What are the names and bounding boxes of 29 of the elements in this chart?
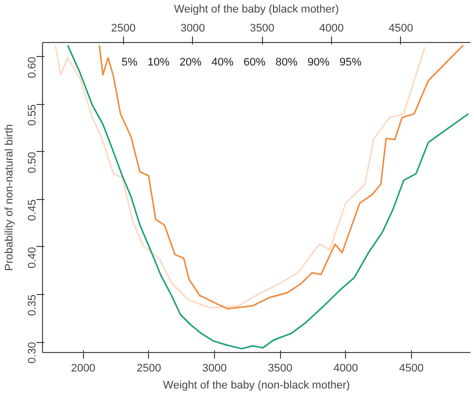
annotation: 10% — [148, 56, 170, 68]
x2-tick-label: 4500 — [388, 22, 414, 34]
annotation: 5% — [122, 56, 138, 68]
x-tick-label: 2000 — [70, 362, 96, 374]
y-tick-label: 0.45 — [26, 199, 38, 221]
y-tick-label: 0.60 — [26, 56, 38, 78]
x-tick-label: 4500 — [399, 362, 424, 374]
annotation: 40% — [212, 56, 234, 68]
y-axis-title: Probability of non-natural birth — [4, 124, 16, 271]
x2-tick-label: 2500 — [111, 22, 136, 34]
annotation: 20% — [180, 56, 202, 68]
x-tick-label: 3000 — [202, 362, 227, 374]
annotation: 60% — [244, 56, 266, 68]
annotation: 80% — [276, 56, 298, 68]
x-tick-label: 3500 — [268, 362, 292, 374]
y-tick-label: 0.55 — [26, 104, 38, 126]
x2-tick-label: 3000 — [180, 22, 205, 34]
y-tick-label: 0.30 — [26, 342, 38, 364]
y-tick-label: 0.35 — [26, 294, 38, 316]
x-tick-label: 4000 — [334, 362, 358, 374]
y-tick-label: 0.50 — [26, 152, 38, 174]
annotation: 90% — [308, 56, 330, 68]
annotation: 95% — [340, 56, 362, 68]
x2-tick-label: 3500 — [250, 22, 274, 34]
y-tick-label: 0.40 — [26, 246, 38, 268]
x2-axis-title: Weight of the baby (black mother) — [174, 4, 339, 16]
x-axis-title: Weight of the baby (non-black mother) — [163, 380, 350, 392]
x-tick-label: 2500 — [136, 362, 162, 374]
x2-tick-label: 4000 — [319, 22, 344, 34]
